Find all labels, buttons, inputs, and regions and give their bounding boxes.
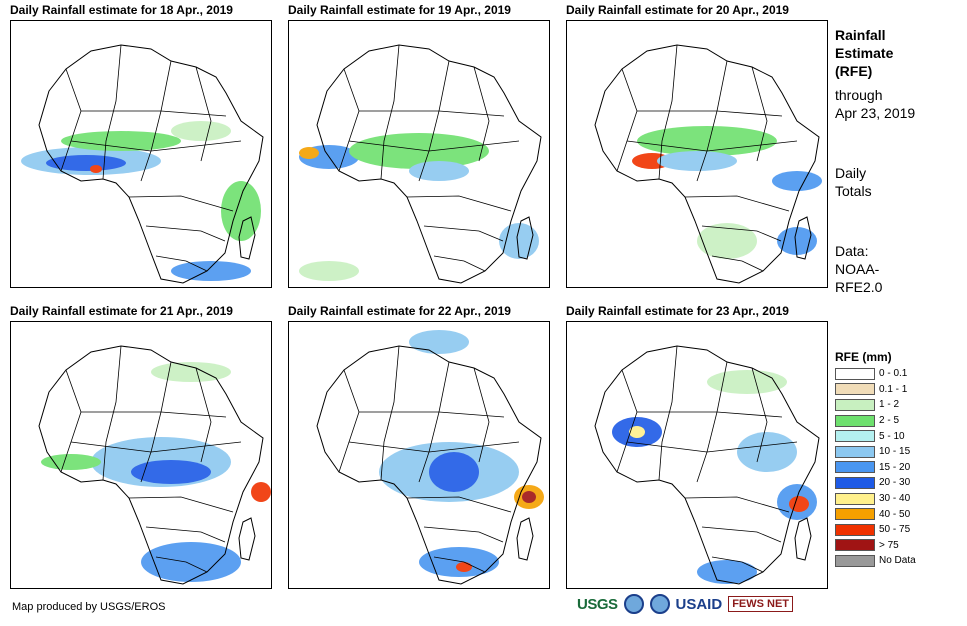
legend-item: 10 - 15 bbox=[835, 444, 955, 460]
rainfall-map bbox=[10, 321, 272, 589]
legend-item: 0.1 - 1 bbox=[835, 382, 955, 398]
legend-label: 10 - 15 bbox=[879, 446, 911, 458]
legend-swatch bbox=[835, 508, 875, 521]
legend-item: 20 - 30 bbox=[835, 475, 955, 491]
map-heading: Rainfall Estimate (RFE) bbox=[835, 27, 894, 79]
legend-item: 0 - 0.1 bbox=[835, 366, 955, 382]
legend-swatch bbox=[835, 461, 875, 474]
legend-swatch bbox=[835, 476, 875, 489]
legend-swatch bbox=[835, 383, 875, 396]
legend-label: 0.1 - 1 bbox=[879, 383, 908, 395]
legend-item: 1 - 2 bbox=[835, 397, 955, 413]
legend-label: 15 - 20 bbox=[879, 461, 911, 473]
legend-item: 15 - 20 bbox=[835, 460, 955, 476]
credit-text: Map produced by USGS/EROS bbox=[12, 601, 166, 613]
legend-label: 30 - 40 bbox=[879, 493, 911, 505]
noaa-logo-icon bbox=[623, 594, 644, 614]
legend-item: > 75 bbox=[835, 538, 955, 554]
legend-swatch bbox=[835, 445, 875, 458]
usgs-logo: USGS bbox=[577, 595, 618, 613]
legend-label: 0 - 0.1 bbox=[879, 368, 908, 380]
panel-title: Daily Rainfall estimate for 18 Apr., 201… bbox=[10, 3, 233, 17]
legend-item: 50 - 75 bbox=[835, 522, 955, 538]
rain-fields bbox=[21, 121, 261, 281]
legend-item: 5 - 10 bbox=[835, 428, 955, 444]
legend-swatch bbox=[835, 492, 875, 505]
legend-label: 2 - 5 bbox=[879, 415, 900, 427]
legend-label: > 75 bbox=[879, 539, 899, 551]
rain-fields bbox=[41, 362, 271, 582]
legend-label: 40 - 50 bbox=[879, 508, 911, 520]
legend-item: 40 - 50 bbox=[835, 506, 955, 522]
legend-label: 20 - 30 bbox=[879, 477, 911, 489]
rainfall-map bbox=[288, 321, 550, 589]
rainfall-map bbox=[288, 20, 550, 288]
rainfall-panel-21apr: Daily Rainfall estimate for 21 Apr., 201… bbox=[10, 303, 272, 589]
data-source: Data: NOAA- RFE2.0 bbox=[835, 243, 883, 295]
through-date: through Apr 23, 2019 bbox=[835, 87, 916, 121]
panel-title: Daily Rainfall estimate for 19 Apr., 201… bbox=[288, 3, 511, 17]
legend-title: RFE (mm) bbox=[835, 350, 892, 364]
rainfall-map bbox=[10, 20, 272, 288]
rainfall-panel-19apr: Daily Rainfall estimate for 19 Apr., 201… bbox=[288, 2, 550, 288]
rainfall-panel-22apr: Daily Rainfall estimate for 22 Apr., 201… bbox=[288, 303, 550, 589]
legend-item: 2 - 5 bbox=[835, 413, 955, 429]
legend: RFE (mm) 0 - 0.1 0.1 - 1 1 - 2 2 - 5 5 - 10 1… bbox=[835, 348, 955, 569]
rain-fields bbox=[632, 126, 822, 259]
legend-swatch bbox=[835, 398, 875, 411]
legend-item: 30 - 40 bbox=[835, 491, 955, 507]
rainfall-panel-20apr: Daily Rainfall estimate for 20 Apr., 201… bbox=[566, 2, 828, 288]
legend-swatch bbox=[835, 430, 875, 443]
legend-swatch bbox=[835, 523, 875, 536]
legend-swatch bbox=[835, 414, 875, 427]
legend-swatch bbox=[835, 539, 875, 552]
usaid-logo: USAID bbox=[675, 595, 723, 613]
legend-item: No Data bbox=[835, 553, 955, 569]
fews-net-logo: FEWS NET bbox=[728, 596, 794, 612]
panel-title: Daily Rainfall estimate for 22 Apr., 201… bbox=[288, 304, 511, 318]
rainfall-map bbox=[566, 20, 828, 288]
legend-swatch bbox=[835, 367, 875, 380]
logos: USGS USAID FEWS NET bbox=[577, 594, 794, 614]
panel-title: Daily Rainfall estimate for 20 Apr., 201… bbox=[566, 3, 789, 17]
legend-label: 1 - 2 bbox=[879, 399, 900, 411]
panel-title: Daily Rainfall estimate for 21 Apr., 201… bbox=[10, 304, 233, 318]
rainfall-panel-18apr: Daily Rainfall estimate for 18 Apr., 201… bbox=[10, 2, 272, 288]
legend-label: No Data bbox=[879, 555, 916, 567]
legend-label: 50 - 75 bbox=[879, 524, 911, 536]
rain-fields bbox=[379, 330, 544, 577]
seal-logo-icon bbox=[649, 594, 670, 614]
legend-label: 5 - 10 bbox=[879, 430, 905, 442]
legend-swatch bbox=[835, 554, 875, 567]
rainfall-map bbox=[566, 321, 828, 589]
totals-note: Daily Totals bbox=[835, 165, 872, 199]
rain-fields bbox=[299, 133, 539, 281]
panel-title: Daily Rainfall estimate for 23 Apr., 201… bbox=[566, 304, 789, 318]
rainfall-panel-23apr: Daily Rainfall estimate for 23 Apr., 201… bbox=[566, 303, 828, 589]
